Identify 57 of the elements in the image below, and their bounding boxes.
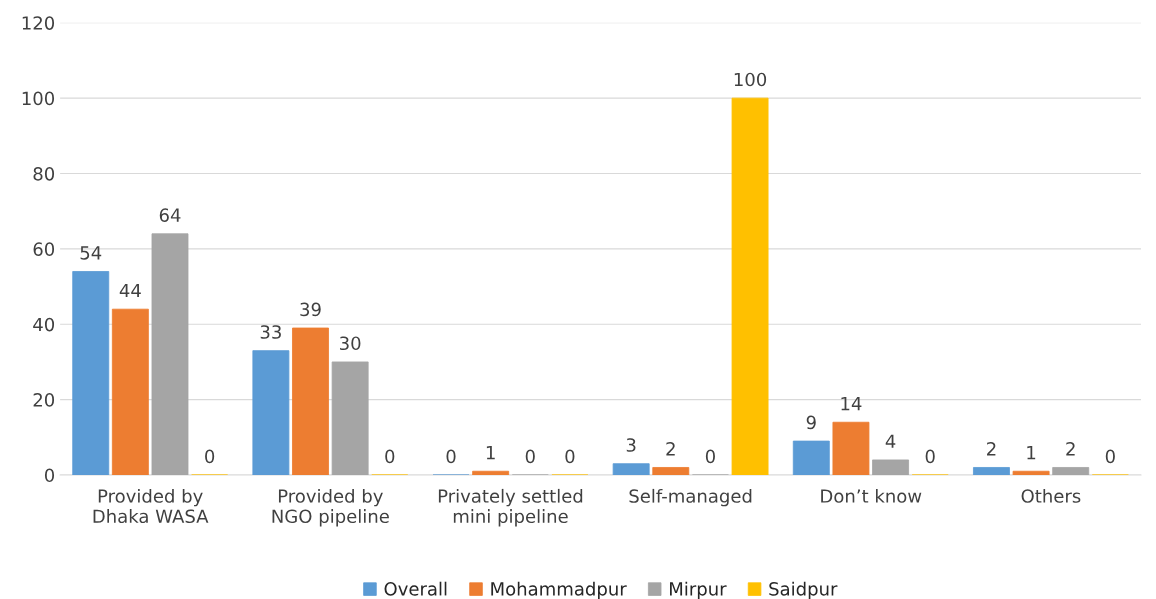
bar (111, 308, 149, 476)
data-label: 39 (300, 302, 321, 317)
y-tick-label: 20 (33, 393, 55, 407)
x-tick-label: Don’t know (821, 488, 922, 503)
bar (252, 350, 290, 476)
bar (731, 97, 769, 476)
legend-label: Overall (384, 581, 447, 596)
data-label: 44 (119, 283, 141, 298)
y-tick-label: 100 (22, 91, 55, 106)
bar (1052, 467, 1090, 476)
bar (832, 421, 870, 476)
bar (973, 467, 1010, 476)
x-tick-label: Self-managed (629, 488, 752, 507)
data-label: 9 (806, 415, 816, 430)
data-label: 2 (1066, 441, 1075, 456)
data-label: 33 (260, 325, 281, 339)
data-label: 64 (159, 208, 181, 222)
legend-label: Mohammadpur (491, 581, 627, 599)
data-label: 0 (925, 449, 935, 464)
data-label: 0 (705, 449, 715, 464)
data-label: 2 (666, 441, 675, 456)
data-label: 14 (841, 396, 862, 411)
data-label: 0 (446, 449, 456, 464)
data-label: 54 (80, 246, 102, 260)
data-label: 30 (340, 336, 361, 351)
data-label: 100 (734, 72, 767, 87)
data-label: 0 (1105, 449, 1115, 464)
bar (792, 440, 830, 476)
y-tick-label: 120 (22, 16, 55, 30)
bar (472, 470, 510, 476)
data-label: 0 (385, 449, 395, 464)
y-tick-label: 60 (33, 242, 55, 256)
bar (292, 327, 329, 476)
legend-label: Mirpur (670, 581, 727, 599)
data-label: 1 (1027, 445, 1036, 460)
y-tick-label: 80 (33, 166, 55, 181)
data-label: 0 (205, 449, 215, 464)
x-tick-label: Others (1021, 488, 1081, 503)
data-label: 4 (885, 434, 896, 448)
data-label: 3 (626, 438, 636, 452)
x-tick-label: Provided by Dhaka WASA (93, 488, 209, 524)
bar (1012, 470, 1050, 476)
data-label: 0 (525, 449, 535, 464)
data-label: 0 (565, 449, 575, 464)
x-tick-label: Provided by NGO pipeline (272, 488, 389, 527)
legend-label: Saidpur (769, 581, 838, 599)
bar (872, 459, 910, 476)
bar (652, 467, 690, 476)
x-tick-label: Privately settled mini pipeline (438, 488, 583, 527)
y-tick-label: 40 (33, 317, 55, 332)
bar (151, 233, 189, 476)
y-tick-label: 0 (44, 468, 55, 483)
bar (331, 361, 369, 476)
data-label: 2 (987, 441, 996, 456)
data-label: 1 (486, 445, 495, 460)
bar (72, 271, 110, 476)
bar (612, 463, 650, 476)
